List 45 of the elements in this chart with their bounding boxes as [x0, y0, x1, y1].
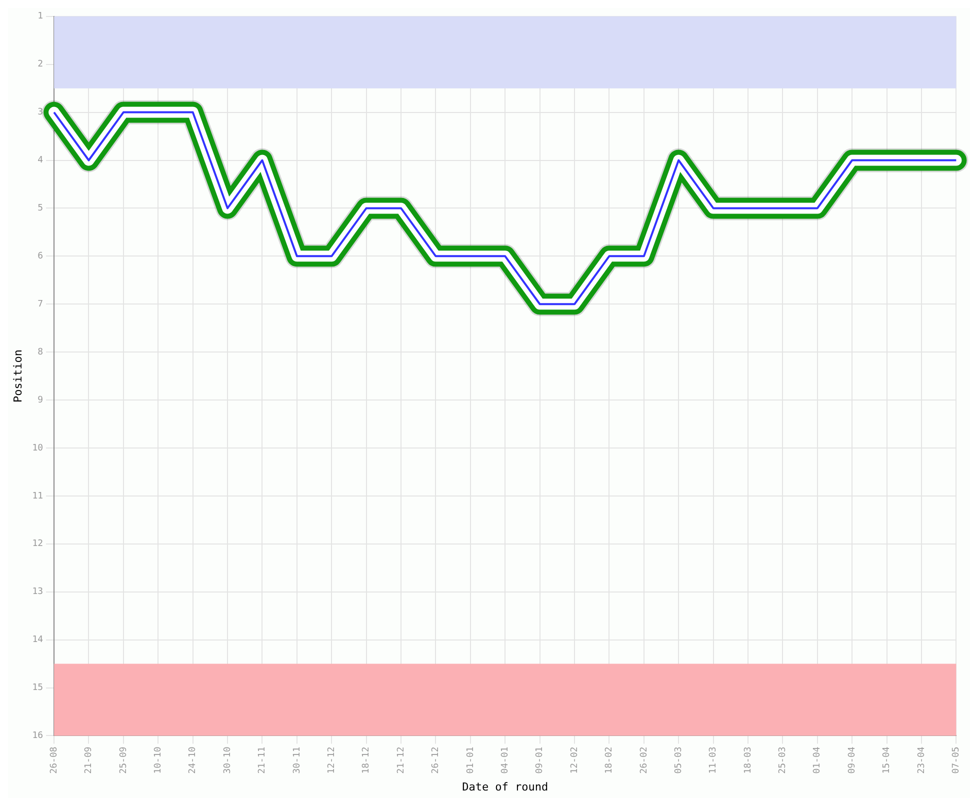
x-tick-label: 10-10: [153, 746, 164, 774]
y-tick-label: 11: [32, 491, 44, 502]
x-tick-label: 25-09: [118, 746, 129, 774]
y-tick-label: 3: [38, 108, 44, 118]
x-tick-label: 25-03: [778, 746, 788, 774]
x-tick-label: 30-11: [292, 746, 302, 774]
y-tick-label: 4: [38, 156, 44, 166]
y-tick-label: 15: [32, 683, 44, 694]
x-tick-label: 18-02: [604, 746, 615, 774]
y-tick-label: 14: [32, 635, 44, 646]
y-tick-label: 2: [38, 60, 44, 70]
y-tick-label: 13: [32, 587, 44, 598]
x-tick-label: 01-04: [812, 746, 823, 774]
x-axis-title: Date of round: [462, 780, 548, 794]
y-tick-label: 1: [38, 12, 44, 22]
y-tick-label: 10: [32, 443, 44, 454]
x-tick-label: 26-02: [639, 746, 650, 774]
y-tick-label: 8: [38, 347, 44, 358]
x-tick-label: 12-12: [326, 746, 337, 774]
x-tick-label: 18-03: [743, 746, 754, 774]
x-tick-label: 04-01: [500, 746, 510, 774]
y-tick-label: 5: [38, 204, 44, 214]
x-tick-label: 21-09: [84, 746, 94, 774]
x-tick-label: 21-11: [258, 746, 268, 774]
x-tick-label: 26-12: [431, 746, 442, 774]
y-tick-label: 9: [38, 395, 44, 406]
y-tick-label: 16: [32, 731, 44, 742]
x-tick-label: 26-08: [49, 746, 60, 774]
x-tick-label: 18-12: [362, 746, 372, 774]
y-tick-label: 12: [32, 539, 44, 550]
y-tick-label: 7: [38, 299, 44, 310]
x-tick-label: 05-03: [674, 746, 684, 774]
y-axis-title: Position: [11, 350, 24, 403]
x-tick-label: 24-10: [188, 746, 198, 774]
x-tick-label: 30-10: [222, 746, 233, 774]
x-tick-label: 09-01: [535, 746, 546, 774]
x-tick-label: 11-03: [708, 746, 719, 774]
x-tick-label: 01-01: [466, 746, 476, 774]
x-tick-label: 12-02: [570, 746, 580, 774]
x-tick-label: 23-04: [916, 746, 927, 774]
x-tick-label: 15-04: [882, 746, 892, 774]
x-tick-label: 09-04: [847, 746, 858, 774]
x-tick-label: 21-12: [396, 746, 406, 774]
x-tick-label: 07-05: [952, 746, 962, 774]
y-tick-label: 6: [38, 252, 44, 262]
